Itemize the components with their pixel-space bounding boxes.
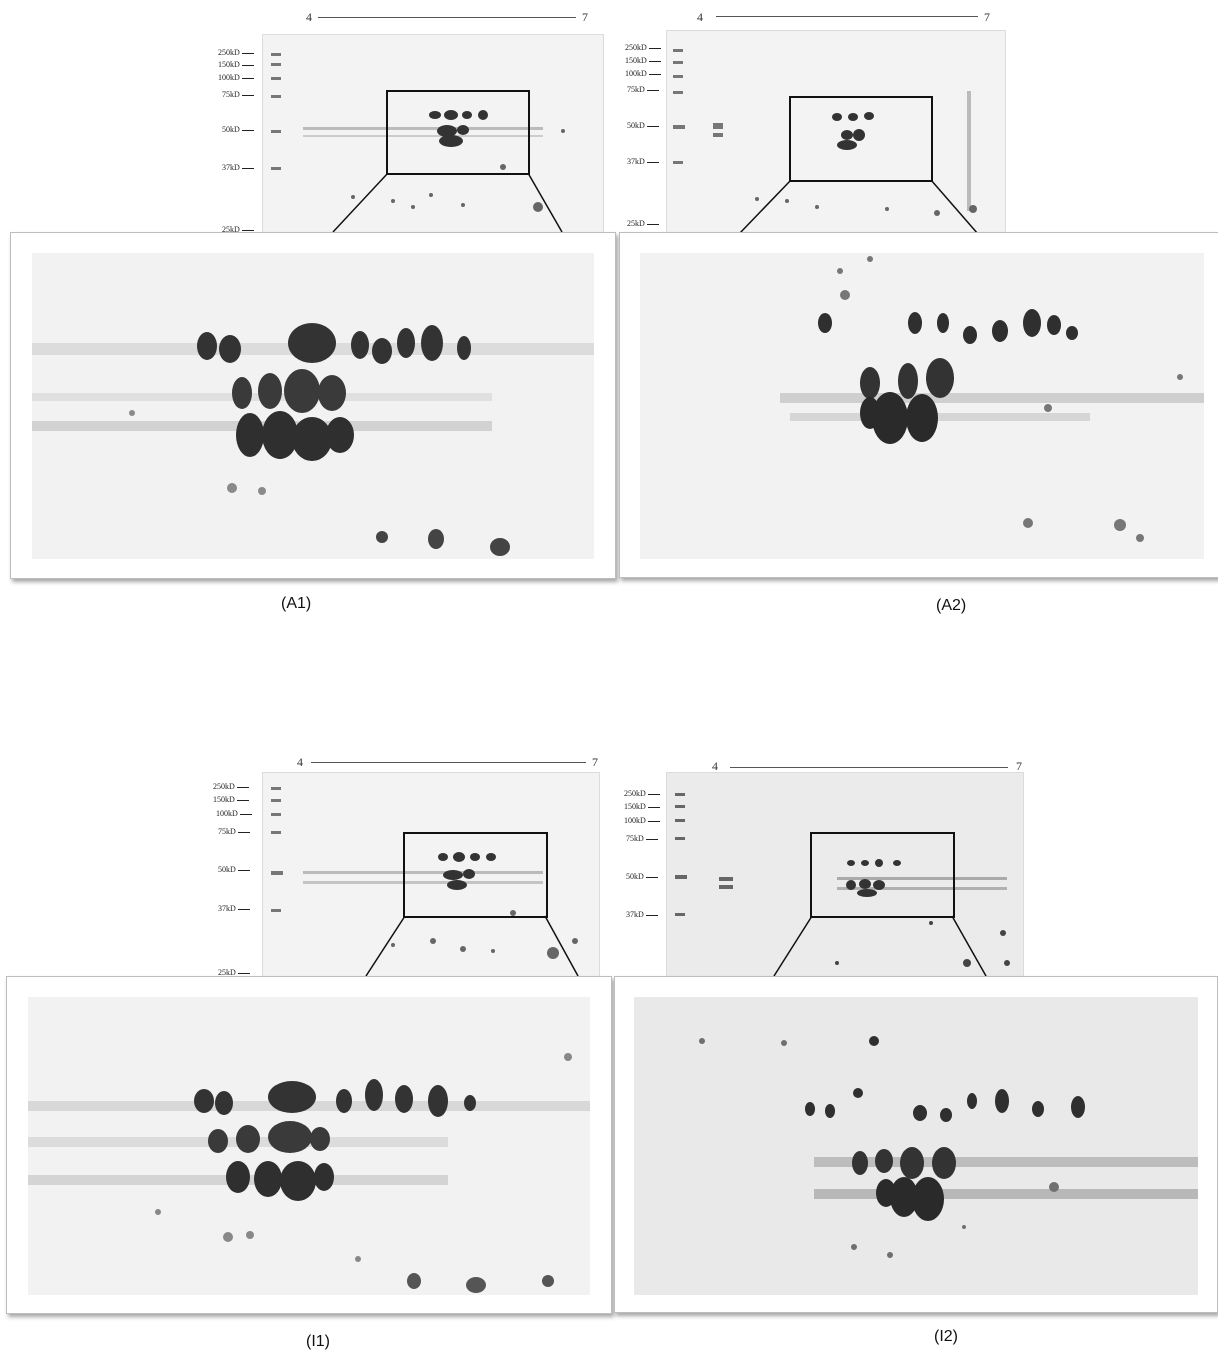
ph-end-label: 7	[582, 10, 588, 24]
mw-marker: 150kD	[625, 56, 661, 65]
ph-end-label: 7	[592, 755, 598, 769]
mw-marker: 150kD	[213, 795, 249, 804]
ph-end-label: 7	[1016, 759, 1022, 773]
mw-marker: 100kD	[624, 816, 660, 825]
zoom-connector-lines	[332, 172, 563, 233]
mw-marker: 25kD	[222, 225, 254, 234]
zoomed-gel-frame	[619, 232, 1218, 578]
zoomed-gel-frame	[10, 232, 616, 579]
ph-start-label: 4	[306, 10, 312, 24]
mw-marker: 25kD	[627, 219, 659, 228]
panel-caption: (A2)	[936, 597, 967, 614]
mw-marker: 150kD	[624, 802, 660, 811]
mw-marker: 75kD	[627, 85, 659, 94]
ph-gradient-line	[318, 17, 576, 18]
zoomed-gel-image	[640, 253, 1204, 559]
mw-marker: 150kD	[218, 60, 254, 69]
mw-marker: 37kD	[222, 163, 254, 172]
ph-start-label: 4	[712, 759, 718, 773]
zoom-region-box	[810, 832, 955, 918]
zoomed-gel-frame	[6, 976, 612, 1314]
mw-marker: 75kD	[222, 90, 254, 99]
panel-caption: (A1)	[281, 595, 312, 612]
ph-gradient-line	[716, 16, 978, 17]
ph-gradient-line	[311, 762, 586, 763]
ph-end-label: 7	[984, 10, 990, 24]
mw-marker: 250kD	[218, 48, 254, 57]
zoom-region-box	[789, 96, 933, 182]
mw-marker: 50kD	[222, 125, 254, 134]
mw-marker: 75kD	[218, 827, 250, 836]
ph-start-label: 4	[697, 10, 703, 24]
gel-image-overview	[262, 34, 604, 234]
mw-marker: 50kD	[626, 872, 658, 881]
mw-marker: 100kD	[218, 73, 254, 82]
gel-image-overview	[262, 772, 600, 978]
mw-marker: 100kD	[625, 69, 661, 78]
mw-marker: 250kD	[625, 43, 661, 52]
mw-marker: 75kD	[626, 834, 658, 843]
mw-marker: 37kD	[627, 157, 659, 166]
mw-marker: 37kD	[218, 904, 250, 913]
mw-marker: 50kD	[627, 121, 659, 130]
mw-marker: 50kD	[218, 865, 250, 874]
zoomed-gel-image	[28, 997, 590, 1295]
mw-marker: 37kD	[626, 910, 658, 919]
zoomed-gel-image	[32, 253, 594, 559]
zoom-connector-lines	[773, 915, 987, 977]
panel-caption: (I2)	[934, 1328, 958, 1345]
ph-gradient-line	[730, 767, 1008, 768]
zoomed-gel-frame	[614, 976, 1218, 1313]
zoomed-gel-image	[634, 997, 1198, 1295]
mw-marker: 25kD	[218, 968, 250, 977]
mw-marker: 250kD	[213, 782, 249, 791]
gel-image-overview	[666, 772, 1024, 978]
panel-caption: (I1)	[306, 1333, 330, 1350]
zoom-connector-lines	[365, 915, 579, 977]
zoom-region-box	[386, 90, 530, 175]
mw-marker: 250kD	[624, 789, 660, 798]
zoom-region-box	[403, 832, 548, 918]
mw-marker: 100kD	[216, 809, 252, 818]
ph-start-label: 4	[297, 755, 303, 769]
zoom-connector-lines	[738, 179, 979, 235]
